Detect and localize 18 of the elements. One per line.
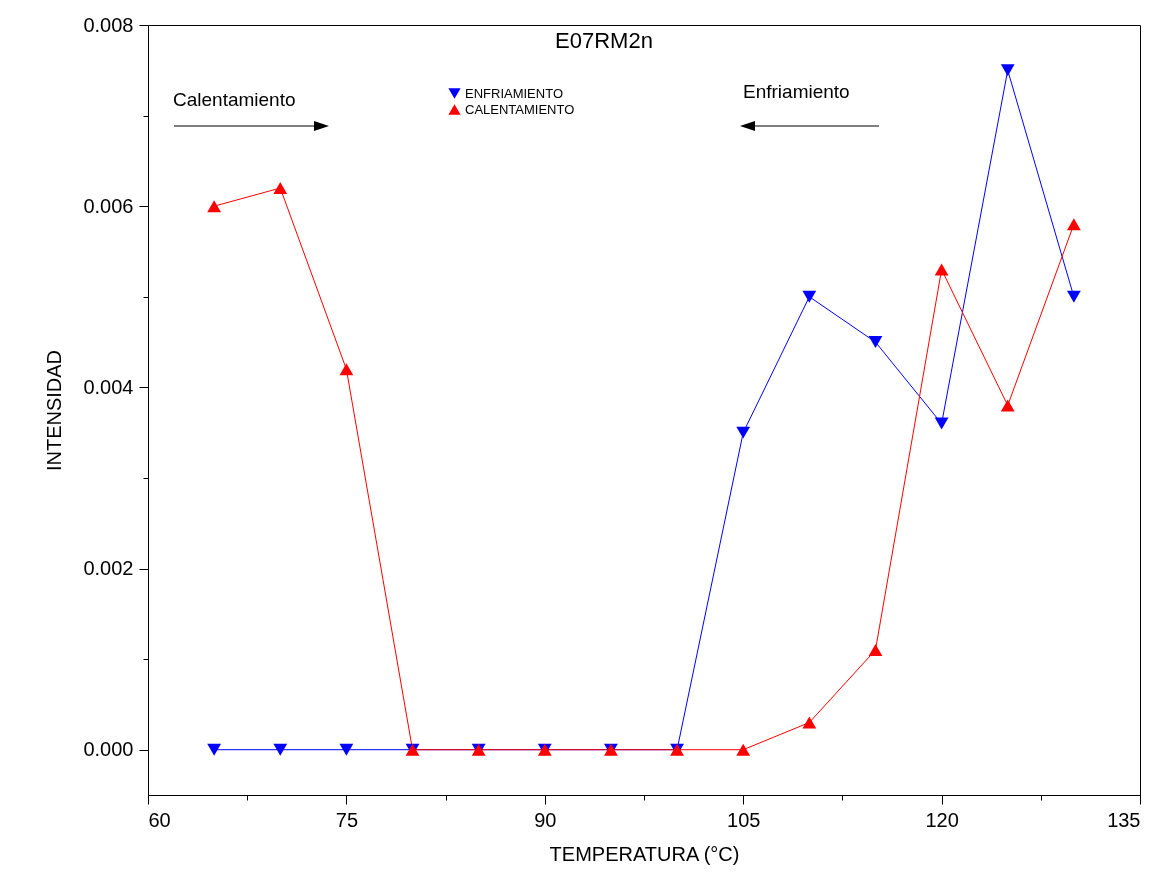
legend-label: CALENTAMIENTO xyxy=(465,101,575,117)
x-tick-label: 105 xyxy=(727,808,761,831)
chart-title: E07RM2n xyxy=(555,28,653,53)
annotation: Enfriamiento xyxy=(743,81,850,103)
y-tick-label: 0.006 xyxy=(83,194,134,217)
x-tick-label: 75 xyxy=(335,808,359,831)
y-tick-label: 0.002 xyxy=(83,557,134,580)
x-tick-label: 120 xyxy=(925,808,959,831)
y-axis-title: INTENSIDAD xyxy=(43,349,66,472)
annotation: Calentamiento xyxy=(173,89,296,111)
y-tick-label: 0.000 xyxy=(83,738,134,761)
legend-label: ENFRIAMIENTO xyxy=(465,85,563,101)
x-axis-title: TEMPERATURA (°C) xyxy=(549,842,740,865)
x-tick-label: 90 xyxy=(534,808,557,831)
y-tick-label: 0.008 xyxy=(83,13,134,36)
y-tick-label: 0.004 xyxy=(83,375,134,398)
x-tick-label: 135 xyxy=(1107,808,1141,831)
x-tick-label: 60 xyxy=(148,808,171,831)
